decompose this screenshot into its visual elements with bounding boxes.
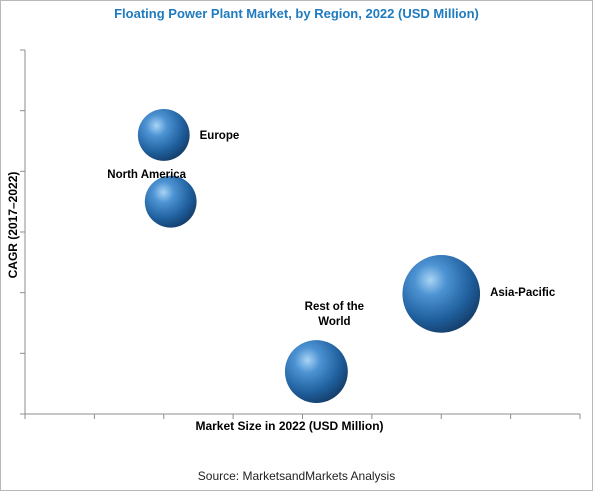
bubble-label-north-america: North America bbox=[107, 169, 186, 181]
bubble-label-rest-of-the-world: Rest of the World bbox=[305, 301, 364, 328]
bubble-label-europe: Europe bbox=[200, 130, 240, 142]
x-axis-title: Market Size in 2022 (USD Million) bbox=[195, 419, 383, 433]
axes bbox=[20, 49, 581, 419]
bubble-europe bbox=[137, 109, 190, 161]
bubble-label-asia-pacific: Asia-Pacific bbox=[490, 287, 556, 299]
chart-title: Floating Power Plant Market, by Region, … bbox=[114, 6, 479, 21]
y-axis-title: CAGR (2017–2022) bbox=[6, 172, 20, 279]
bubble-asia-pacific bbox=[402, 255, 481, 333]
bubble-north-america bbox=[144, 175, 197, 228]
bubbles: Europe North America Asia-Pacific Rest of t… bbox=[107, 109, 556, 403]
source-note: Source: MarketsandMarkets Analysis bbox=[197, 469, 396, 483]
bubble-rest-of-the-world bbox=[284, 340, 348, 403]
